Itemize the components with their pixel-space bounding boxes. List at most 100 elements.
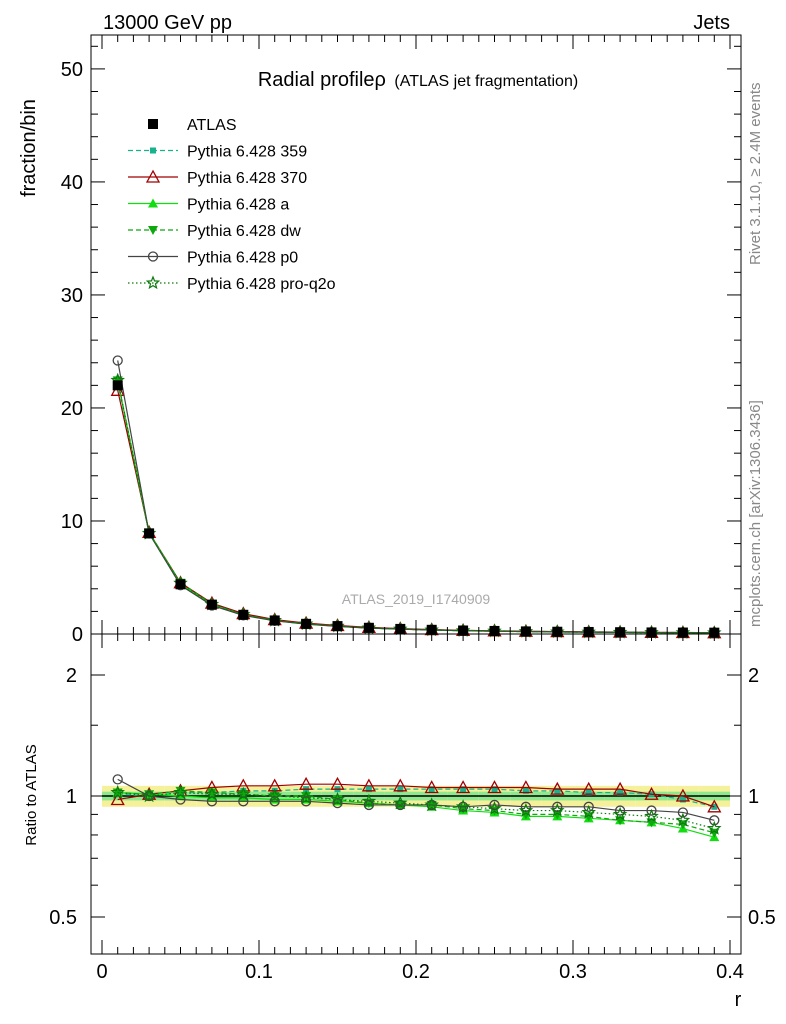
- data-point: [175, 579, 186, 590]
- ratio-y-tick-label-left: 1: [66, 786, 77, 808]
- ratio-y-tick-label-right: 2: [748, 665, 759, 687]
- ratio-point-5: [550, 802, 565, 817]
- header-left: 13000 GeV pp: [103, 12, 232, 34]
- ratio-point-0: [711, 803, 718, 810]
- ratio-point-5: [612, 806, 628, 821]
- ratio-point-0: [491, 786, 498, 793]
- ratio-point-5: [393, 795, 408, 810]
- legend-marker-0: [150, 147, 156, 154]
- legend-marker-5: [145, 275, 161, 290]
- data-point: [332, 621, 343, 632]
- data-point: [238, 609, 249, 620]
- legend: ATLAS Pythia 6.428 359 Pythia 6.428 370 Pyt…: [128, 117, 336, 293]
- ratio-point-4: [583, 801, 594, 812]
- header-right: Jets: [693, 12, 730, 34]
- x-tick-label: 0.4: [716, 961, 744, 983]
- x-tick-label: 0.1: [245, 961, 273, 983]
- legend-label-data: ATLAS: [187, 117, 237, 134]
- ratio-point-0: [365, 786, 372, 793]
- ratio-point-4: [646, 805, 657, 816]
- ratio-point-3: [175, 786, 186, 796]
- x-tick-label: 0: [96, 961, 107, 983]
- ratio-point-0: [554, 787, 561, 794]
- ratio-point-0: [585, 789, 592, 796]
- mcplots-label: mcplots.cern.ch [arXiv:1306.3436]: [747, 400, 764, 627]
- data-point: [144, 528, 155, 539]
- ratio-point-0: [617, 789, 624, 796]
- ratio-y-axis-label: Ratio to ATLAS: [23, 744, 40, 845]
- legend-marker-2: [148, 198, 158, 208]
- x-tick-label: 0.2: [402, 961, 430, 983]
- legend-marker-4: [147, 251, 159, 262]
- legend-marker-data: [148, 119, 158, 129]
- ratio-series-line-4: [117, 778, 715, 821]
- ratio-point-1: [456, 780, 471, 794]
- legend-marker-1: [145, 169, 161, 183]
- data-point: [112, 380, 123, 391]
- ratio-point-5: [644, 808, 659, 823]
- ratio-point-4: [363, 799, 375, 811]
- chart-title: Radial profileρ (ATLAS jet fragmentation…: [258, 69, 578, 91]
- ratio-point-4: [709, 815, 720, 826]
- ratio-point-1: [299, 776, 314, 790]
- ratio-point-1: [330, 776, 345, 790]
- ratio-point-5: [455, 799, 471, 813]
- ratio-point-1: [393, 778, 408, 792]
- data-point: [301, 618, 312, 629]
- ratio-point-1: [487, 780, 502, 794]
- ratio-point-5: [518, 802, 534, 817]
- ratio-point-1: [110, 792, 125, 806]
- y-tick-label: 0: [72, 624, 83, 646]
- ratio-y-tick-label-right: 0.5: [748, 907, 776, 929]
- ratio-series-line-1: [117, 783, 715, 808]
- chart-title-sub: (ATLAS jet fragmentation): [394, 73, 578, 90]
- ratio-point-5: [110, 784, 125, 799]
- y-tick-label: 40: [61, 172, 83, 194]
- legend-label-2: Pythia 6.428 a: [187, 197, 289, 214]
- ratio-point-0: [460, 786, 467, 793]
- ratio-point-5: [361, 793, 377, 808]
- ratio-point-4: [332, 797, 343, 809]
- ratio-y-tick-label-right: 1: [748, 786, 759, 808]
- chart-title-main: Radial profileρ: [258, 69, 386, 91]
- ratio-point-0: [428, 786, 435, 793]
- y-axis-label: fraction/bin: [18, 99, 40, 197]
- ratio-point-4: [300, 796, 312, 807]
- ratio-point-5: [204, 786, 220, 801]
- y-tick-label: 20: [61, 398, 83, 420]
- ratio-point-4: [489, 799, 500, 811]
- legend-label-4: Pythia 6.428 p0: [187, 250, 298, 267]
- ratio-point-5: [581, 804, 596, 819]
- legend-marker-3: [148, 226, 158, 235]
- ratio-point-5: [236, 786, 251, 801]
- ratio-point-1: [518, 780, 533, 794]
- ratio-point-5: [707, 820, 722, 835]
- ratio-point-4: [520, 801, 532, 812]
- data-point: [269, 615, 280, 626]
- legend-label-1: Pythia 6.428 370: [187, 170, 307, 187]
- analysis-watermark: ATLAS_2019_I1740909: [342, 591, 491, 607]
- y-tick-label: 30: [61, 285, 83, 307]
- ratio-point-4: [552, 801, 563, 812]
- ratio-point-5: [424, 797, 439, 812]
- ratio-point-5: [141, 788, 157, 803]
- ratio-point-5: [675, 812, 691, 827]
- ratio-point-5: [330, 791, 345, 806]
- y-tick-label: 50: [61, 59, 83, 81]
- ratio-panel-layer: [102, 774, 730, 842]
- ratio-point-1: [613, 781, 628, 795]
- ratio-point-4: [677, 807, 689, 818]
- ratio-point-4: [614, 805, 626, 816]
- x-axis-label: r: [735, 989, 742, 1011]
- ratio-point-1: [675, 788, 690, 802]
- ratio-point-4: [269, 796, 280, 807]
- ratio-point-5: [298, 790, 314, 804]
- ratio-point-5: [173, 784, 188, 799]
- rivet-label: Rivet 3.1.10, ≥ 2.4M events: [747, 83, 764, 266]
- ratio-y-tick-label-left: 2: [66, 665, 77, 687]
- ratio-point-1: [424, 780, 439, 794]
- ratio-point-1: [644, 786, 659, 800]
- ratio-point-5: [487, 801, 502, 815]
- legend-label-0: Pythia 6.428 359: [187, 144, 307, 161]
